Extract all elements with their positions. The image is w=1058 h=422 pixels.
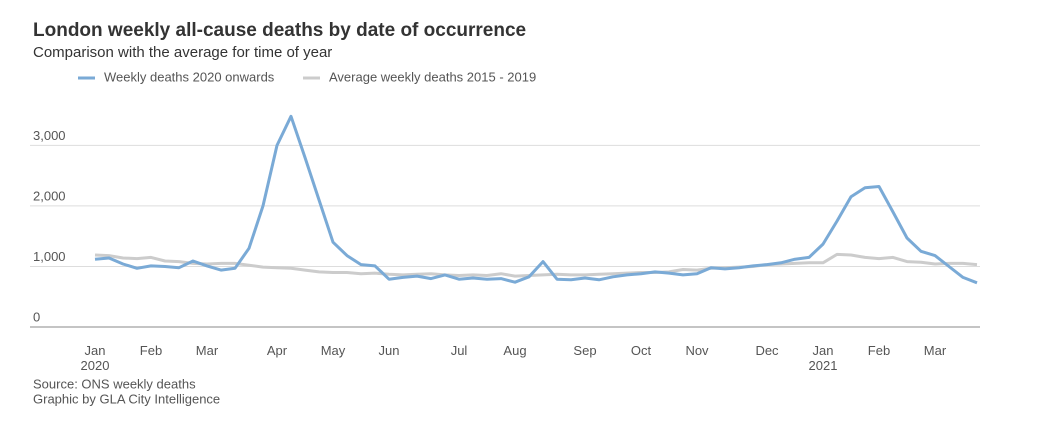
chart-title: London weekly all-cause deaths by date o…	[33, 20, 526, 41]
x-tick-label: Dec	[755, 343, 779, 358]
x-tick-label: Jul	[450, 343, 468, 358]
series-line	[94, 114, 978, 285]
y-tick-label: 3,000	[33, 128, 66, 143]
x-tick-label: Oct	[630, 343, 652, 358]
x-tick-label: Jan 2021	[808, 343, 838, 373]
y-tick-label: 0	[33, 309, 40, 324]
series-line	[94, 252, 978, 278]
legend-label: Average weekly deaths 2015 - 2019	[329, 69, 536, 84]
x-tick-label: Apr	[266, 343, 288, 358]
x-tick-label: Mar	[195, 343, 219, 358]
source-note: Source: ONS weekly deaths	[33, 376, 196, 391]
x-tick-label: Mar	[923, 343, 947, 358]
y-tick-label: 1,000	[33, 249, 66, 264]
chart-subtitle: Comparison with the average for time of …	[33, 44, 332, 61]
legend-label: Weekly deaths 2020 onwards	[104, 69, 275, 84]
x-tick-label: Jan 2020	[80, 343, 110, 373]
x-tick-label: Sep	[573, 343, 597, 358]
x-tick-label: Aug	[503, 343, 527, 358]
x-tick-label: Feb	[139, 343, 163, 358]
credit-note: Graphic by GLA City Intelligence	[33, 391, 220, 406]
x-tick-label: Nov	[685, 343, 709, 358]
x-tick-label: May	[320, 343, 346, 358]
y-tick-label: 2,000	[33, 188, 66, 203]
x-tick-label: Feb	[867, 343, 891, 358]
x-tick-label: Jun	[378, 343, 400, 358]
